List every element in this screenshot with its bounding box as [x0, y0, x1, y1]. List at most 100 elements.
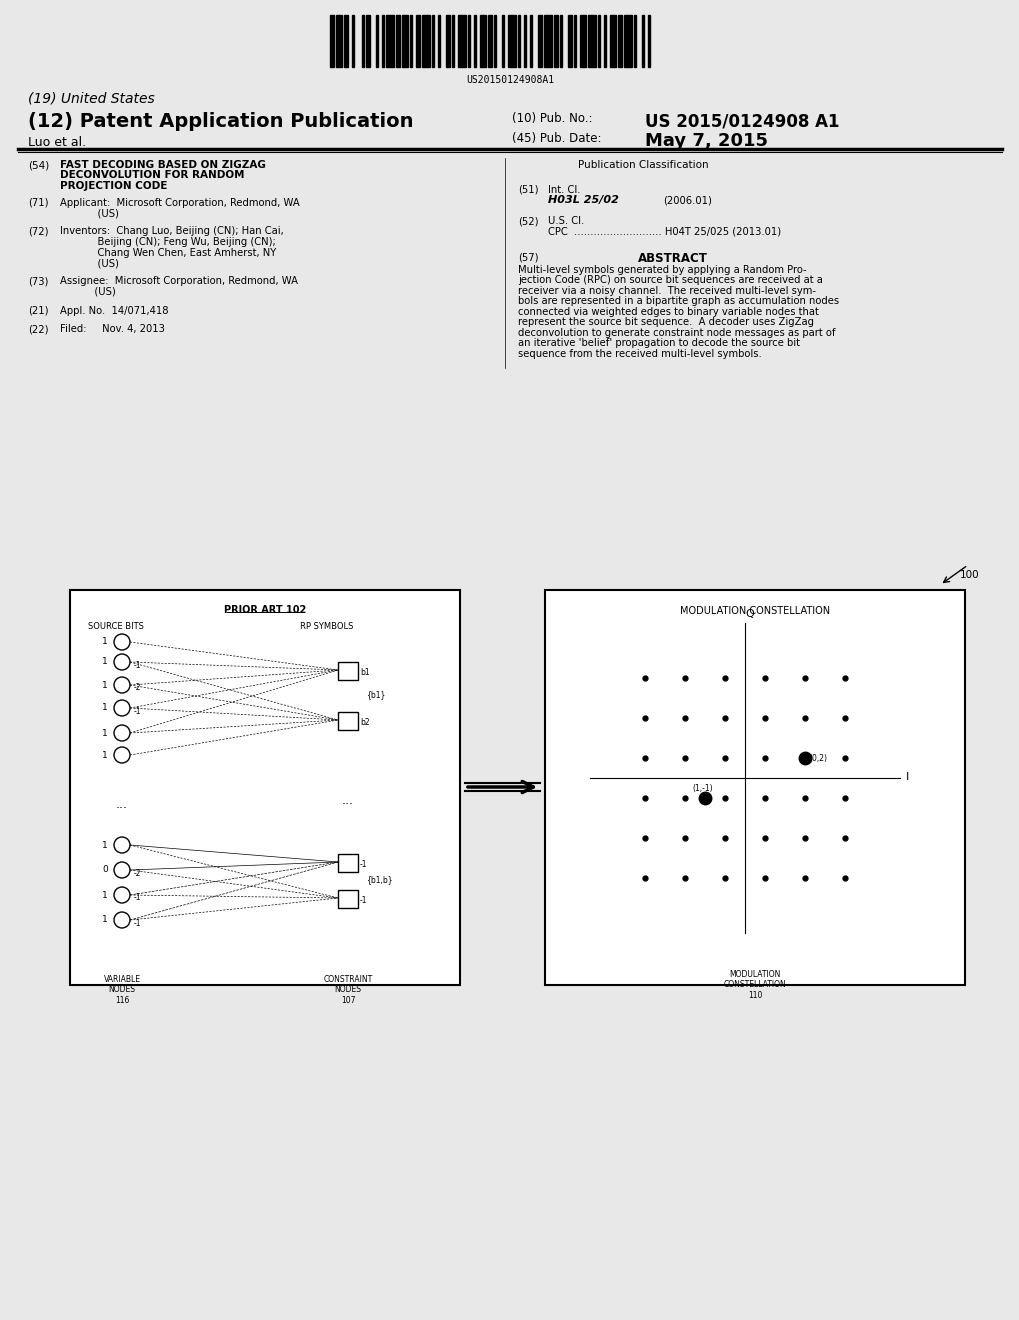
Text: (71): (71) — [28, 198, 49, 207]
Text: (19) United States: (19) United States — [28, 92, 155, 106]
Text: Q: Q — [745, 610, 754, 619]
Text: b2: b2 — [360, 718, 369, 727]
Text: CONSTRAINT
NODES
107: CONSTRAINT NODES 107 — [323, 975, 372, 1005]
Bar — [343, 15, 347, 67]
Bar — [580, 15, 586, 67]
Text: SOURCE BITS: SOURCE BITS — [88, 622, 144, 631]
Bar — [468, 15, 470, 67]
Bar — [597, 15, 599, 67]
Text: {b1,b}: {b1,b} — [366, 875, 392, 884]
Text: PROJECTION CODE: PROJECTION CODE — [60, 181, 167, 191]
Text: jection Code (RPC) on source bit sequences are received at a: jection Code (RPC) on source bit sequenc… — [518, 275, 822, 285]
Bar — [474, 15, 476, 67]
Text: (57): (57) — [518, 252, 538, 261]
Text: (0,2): (0,2) — [808, 754, 826, 763]
Text: 1: 1 — [102, 729, 108, 738]
Text: (51): (51) — [518, 185, 538, 195]
Bar — [480, 15, 485, 67]
Text: represent the source bit sequence.  A decoder uses ZigZag: represent the source bit sequence. A dec… — [518, 317, 813, 327]
Text: 1: 1 — [102, 657, 108, 667]
Text: (12) Patent Application Publication: (12) Patent Application Publication — [28, 112, 413, 131]
Text: (72): (72) — [28, 227, 49, 236]
Bar — [410, 15, 412, 67]
Text: {b1}: {b1} — [366, 690, 385, 700]
Text: Publication Classification: Publication Classification — [578, 160, 708, 170]
Bar — [507, 15, 516, 67]
Bar — [574, 15, 576, 67]
Text: bols are represented in a bipartite graph as accumulation nodes: bols are represented in a bipartite grap… — [518, 296, 839, 306]
Bar — [337, 854, 358, 873]
Text: (US): (US) — [60, 209, 119, 218]
Text: deconvolution to generate constraint node messages as part of: deconvolution to generate constraint nod… — [518, 327, 835, 338]
Text: Beijing (CN); Feng Wu, Beijing (CN);: Beijing (CN); Feng Wu, Beijing (CN); — [60, 238, 275, 247]
Text: 1: 1 — [102, 916, 108, 924]
Bar — [337, 663, 358, 680]
Text: receiver via a noisy channel.  The received multi-level sym-: receiver via a noisy channel. The receiv… — [518, 285, 815, 296]
Text: H03L 25/02: H03L 25/02 — [547, 195, 619, 206]
Bar — [603, 15, 605, 67]
Text: Inventors:  Chang Luo, Beijing (CN); Han Cai,: Inventors: Chang Luo, Beijing (CN); Han … — [60, 227, 283, 236]
Bar — [458, 15, 466, 67]
Bar — [362, 15, 364, 67]
Text: 100: 100 — [959, 570, 978, 579]
Bar — [487, 15, 491, 67]
Text: (45) Pub. Date:: (45) Pub. Date: — [512, 132, 601, 145]
Text: ...: ... — [341, 793, 354, 807]
Bar — [70, 590, 460, 985]
Text: 1: 1 — [102, 891, 108, 899]
Text: Multi-level symbols generated by applying a Random Pro-: Multi-level symbols generated by applyin… — [518, 264, 806, 275]
Text: (US): (US) — [60, 286, 115, 297]
Text: b1: b1 — [360, 668, 369, 677]
Text: 1: 1 — [102, 751, 108, 759]
Text: 1: 1 — [102, 841, 108, 850]
Text: Luo et al.: Luo et al. — [28, 136, 86, 149]
Bar — [382, 15, 383, 67]
Text: connected via weighted edges to binary variable nodes that: connected via weighted edges to binary v… — [518, 306, 818, 317]
Text: ...: ... — [116, 799, 127, 812]
Text: Appl. No.  14/071,418: Appl. No. 14/071,418 — [60, 305, 168, 315]
Bar — [376, 15, 378, 67]
Bar — [641, 15, 643, 67]
Text: 1: 1 — [102, 638, 108, 647]
Bar — [524, 15, 526, 67]
Text: U.S. Cl.: U.S. Cl. — [547, 216, 584, 227]
Bar — [437, 15, 439, 67]
Bar — [647, 15, 649, 67]
Bar — [422, 15, 430, 67]
Text: MODULATION
CONSTELLATION
110: MODULATION CONSTELLATION 110 — [722, 970, 786, 999]
Text: -1: -1 — [360, 896, 367, 906]
Text: -2: -2 — [133, 684, 142, 693]
Text: DECONVOLUTION FOR RANDOM: DECONVOLUTION FOR RANDOM — [60, 170, 245, 181]
Text: -1: -1 — [133, 894, 142, 903]
Text: (US): (US) — [60, 257, 119, 268]
Text: (52): (52) — [518, 216, 538, 227]
Text: -1: -1 — [360, 861, 367, 869]
Text: Int. Cl.: Int. Cl. — [547, 185, 580, 195]
Bar — [385, 15, 393, 67]
Text: PRIOR ART 102: PRIOR ART 102 — [223, 605, 306, 615]
Bar — [568, 15, 572, 67]
Bar — [618, 15, 622, 67]
Text: 1: 1 — [102, 704, 108, 713]
Bar — [501, 15, 503, 67]
Text: Applicant:  Microsoft Corporation, Redmond, WA: Applicant: Microsoft Corporation, Redmon… — [60, 198, 300, 207]
Text: -1: -1 — [133, 660, 142, 669]
Text: (73): (73) — [28, 276, 48, 286]
Bar — [609, 15, 615, 67]
Text: Chang Wen Chen, East Amherst, NY: Chang Wen Chen, East Amherst, NY — [60, 248, 276, 257]
Text: (54): (54) — [28, 160, 49, 170]
Text: -1: -1 — [133, 919, 142, 928]
Bar — [543, 15, 551, 67]
Bar — [451, 15, 453, 67]
Text: (22): (22) — [28, 323, 49, 334]
Text: sequence from the received multi-level symbols.: sequence from the received multi-level s… — [518, 348, 761, 359]
Text: 0: 0 — [102, 866, 108, 874]
Text: (2006.01): (2006.01) — [662, 195, 711, 206]
Bar — [544, 590, 964, 985]
Text: Assignee:  Microsoft Corporation, Redmond, WA: Assignee: Microsoft Corporation, Redmond… — [60, 276, 298, 286]
Text: MODULATION CONSTELLATION: MODULATION CONSTELLATION — [680, 606, 829, 616]
Bar — [432, 15, 433, 67]
Text: FAST DECODING BASED ON ZIGZAG: FAST DECODING BASED ON ZIGZAG — [60, 160, 266, 170]
Bar — [518, 15, 520, 67]
Bar — [553, 15, 557, 67]
